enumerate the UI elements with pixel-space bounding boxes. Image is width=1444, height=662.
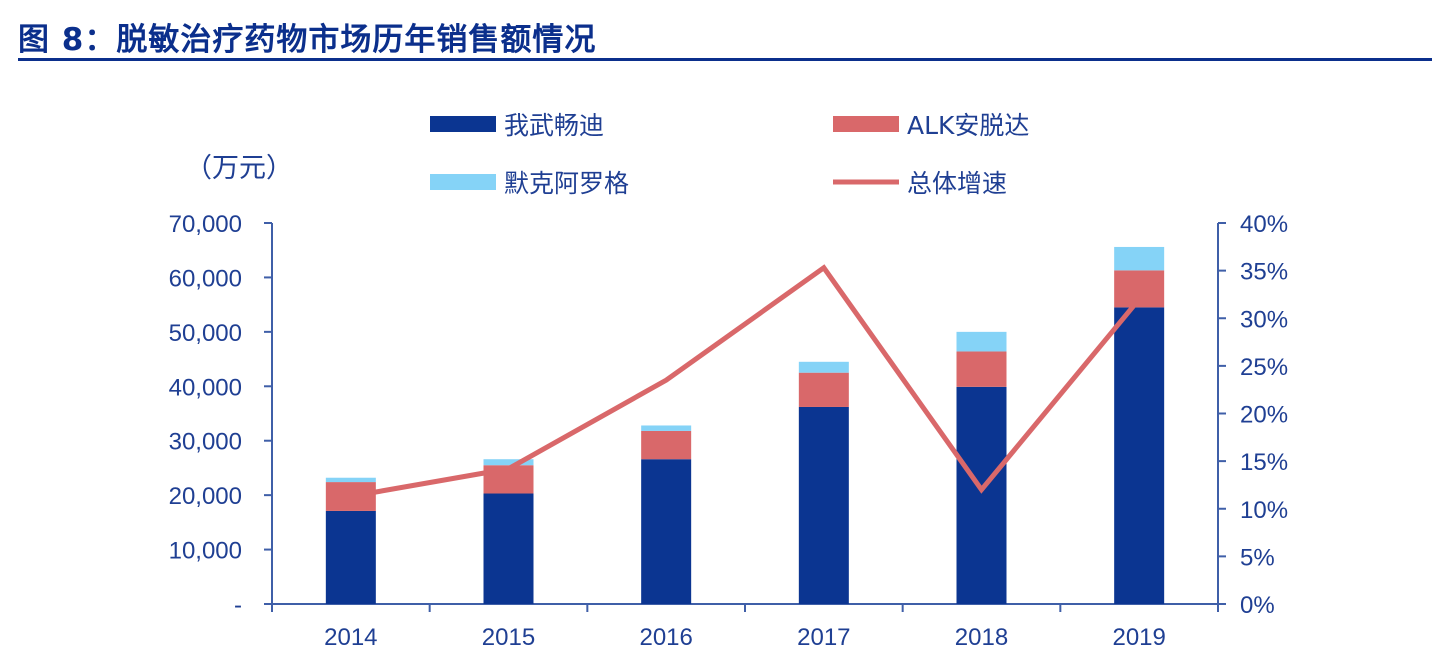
growth-line-path <box>350 264 1142 499</box>
legend-swatch-1 <box>430 116 496 132</box>
legend-swatch-2 <box>833 116 899 132</box>
x-tick-label: 2014 <box>324 624 377 651</box>
y-tick-label: 50,000 <box>169 320 242 347</box>
bar-segment-1 <box>483 493 534 604</box>
y2-tick-label: 25% <box>1240 354 1288 381</box>
y-tick-label: 60,000 <box>169 265 242 292</box>
bar-segment-1 <box>641 459 692 604</box>
bar-segment-3 <box>1114 246 1165 271</box>
bar-segment-1 <box>798 406 849 604</box>
x-tick-label: 2018 <box>955 624 1008 651</box>
bar-segment-1 <box>325 510 376 604</box>
bars <box>325 246 1165 604</box>
bar-segment-3 <box>483 459 534 466</box>
bar-segment-3 <box>325 477 376 483</box>
bar-segment-3 <box>641 425 692 431</box>
y2-tick-label: 35% <box>1240 259 1288 286</box>
legend-label: 默克阿罗格 <box>504 169 629 198</box>
y-tick-label: 70,000 <box>169 211 242 238</box>
x-tick-label: 2017 <box>797 624 850 651</box>
y-tick-label: - <box>234 592 242 619</box>
legend-swatch-3 <box>430 174 496 190</box>
y2-tick-label: 15% <box>1240 449 1288 476</box>
y2-tick-label: 10% <box>1240 497 1288 524</box>
bar-segment-1 <box>956 386 1007 604</box>
y2-tick-label: 5% <box>1240 544 1275 571</box>
y-axis-unit-label: （万元） <box>185 153 293 184</box>
y-tick-label: 20,000 <box>169 483 242 510</box>
bar-segment-2 <box>641 430 692 460</box>
y2-tick-label: 40% <box>1240 211 1288 238</box>
figure-title: 图 8：脱敏治疗药物市场历年销售额情况 <box>18 22 597 58</box>
bar-segment-3 <box>956 331 1007 352</box>
bar-segment-2 <box>798 372 849 407</box>
legend-label: ALK安脱达 <box>907 111 1029 140</box>
x-tick-label: 2015 <box>482 624 535 651</box>
bar-segment-3 <box>798 361 849 373</box>
y2-tick-label: 30% <box>1240 306 1288 333</box>
bar-segment-2 <box>325 482 376 511</box>
y-tick-label: 10,000 <box>169 538 242 565</box>
bar-segment-1 <box>1114 307 1165 604</box>
y2-tick-label: 20% <box>1240 402 1288 429</box>
y-tick-label: 40,000 <box>169 374 242 401</box>
x-tick-label: 2016 <box>639 624 692 651</box>
title-divider <box>18 58 1432 61</box>
legend-label: 总体增速 <box>907 169 1007 198</box>
growth-line <box>350 264 1142 499</box>
x-tick-label: 2019 <box>1112 624 1165 651</box>
axes: - 10,000 20,000 30,000 40,000 50,000 60,000 70,… <box>169 211 1288 651</box>
legend-label: 我武畅迪 <box>504 111 604 140</box>
y2-tick-label: 0% <box>1240 592 1275 619</box>
y-tick-label: 30,000 <box>169 429 242 456</box>
bar-segment-2 <box>956 351 1007 387</box>
